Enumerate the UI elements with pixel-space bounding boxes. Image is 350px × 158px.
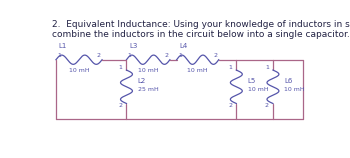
Text: L4: L4 <box>179 43 188 49</box>
Text: L6: L6 <box>284 78 293 84</box>
Text: 1: 1 <box>265 65 269 70</box>
Text: L2: L2 <box>138 78 146 84</box>
Text: 2: 2 <box>118 103 122 108</box>
Text: 1: 1 <box>128 53 132 58</box>
Text: 1: 1 <box>229 65 232 70</box>
Text: 2: 2 <box>214 53 217 58</box>
Text: L1: L1 <box>59 43 67 49</box>
Text: 2: 2 <box>164 53 169 58</box>
Text: combine the inductors in the circuit below into a single capacitor.: combine the inductors in the circuit bel… <box>52 30 350 39</box>
Text: 1: 1 <box>178 53 182 58</box>
Text: 2: 2 <box>265 103 269 108</box>
Text: L3: L3 <box>129 43 138 49</box>
Text: 2: 2 <box>97 53 101 58</box>
Text: 10 mH: 10 mH <box>284 87 305 92</box>
Text: 10 mH: 10 mH <box>69 68 89 73</box>
Text: 1: 1 <box>57 53 61 58</box>
Text: L5: L5 <box>248 78 256 84</box>
Text: 10 mH: 10 mH <box>248 87 268 92</box>
Text: 10 mH: 10 mH <box>187 68 208 73</box>
Text: 2: 2 <box>228 103 232 108</box>
Text: 10 mH: 10 mH <box>138 68 159 73</box>
Text: 1: 1 <box>119 65 122 70</box>
Text: 2.  Equivalent Inductance: Using your knowledge of inductors in series and paral: 2. Equivalent Inductance: Using your kno… <box>52 20 350 29</box>
Text: 25 mH: 25 mH <box>138 87 159 92</box>
